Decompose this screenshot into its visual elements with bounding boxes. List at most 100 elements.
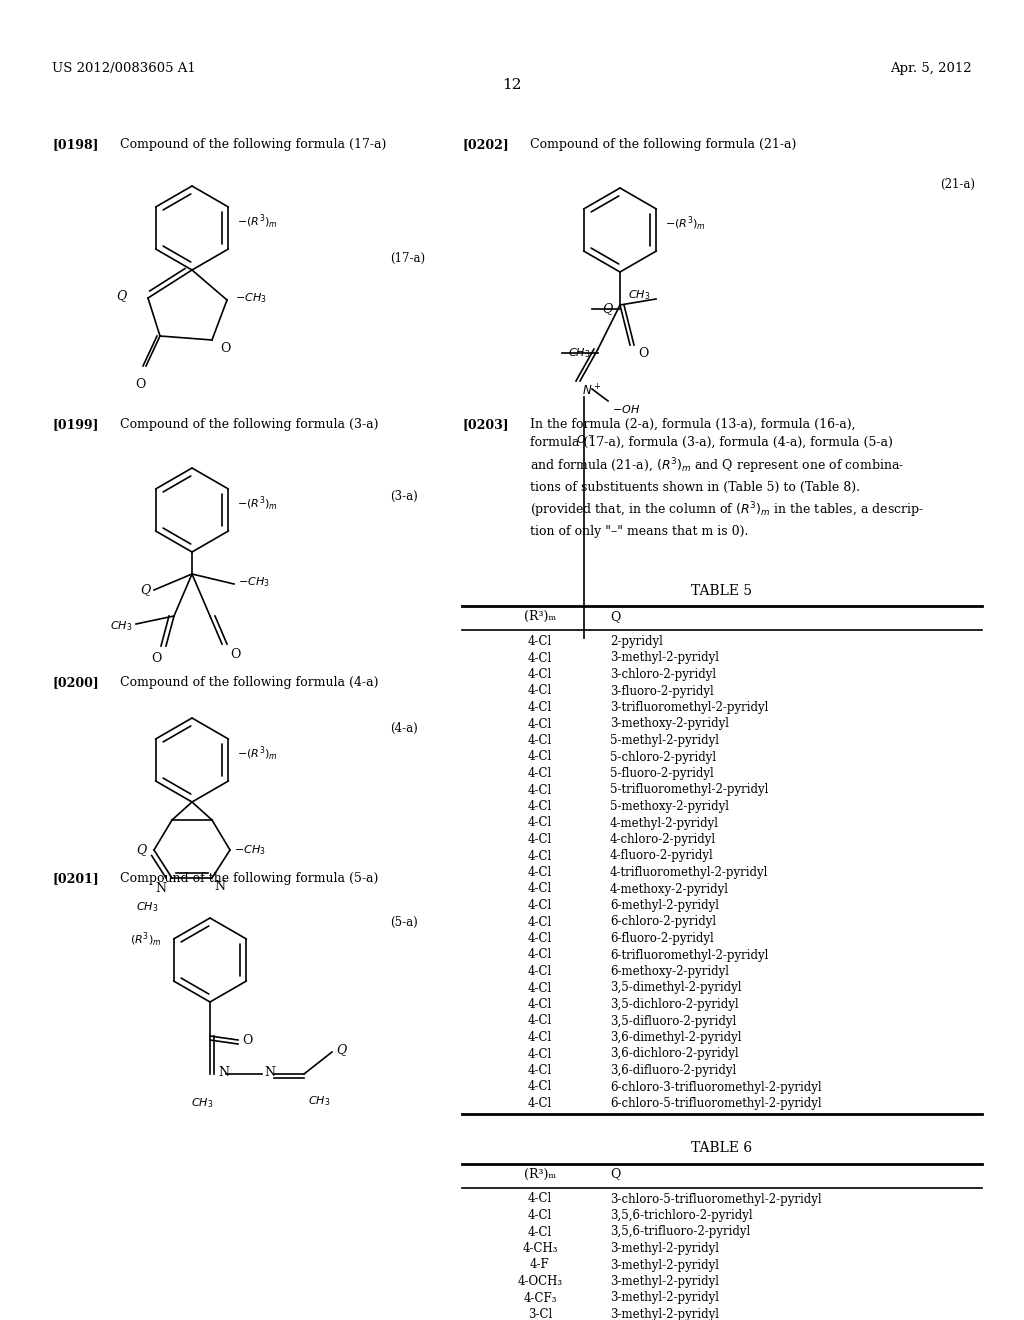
Text: 6-methyl-2-pyridyl: 6-methyl-2-pyridyl	[610, 899, 719, 912]
Text: 3-methyl-2-pyridyl: 3-methyl-2-pyridyl	[610, 1275, 719, 1288]
Text: 4-methoxy-2-pyridyl: 4-methoxy-2-pyridyl	[610, 883, 729, 895]
Text: 6-trifluoromethyl-2-pyridyl: 6-trifluoromethyl-2-pyridyl	[610, 949, 768, 961]
Text: 3,6-difluoro-2-pyridyl: 3,6-difluoro-2-pyridyl	[610, 1064, 736, 1077]
Text: 4-Cl: 4-Cl	[528, 1015, 552, 1027]
Text: $(R^3)_m$: $(R^3)_m$	[130, 931, 162, 949]
Text: Q: Q	[336, 1044, 346, 1056]
Text: $-(R^3)_m$: $-(R^3)_m$	[665, 215, 706, 234]
Text: 3,5-difluoro-2-pyridyl: 3,5-difluoro-2-pyridyl	[610, 1015, 736, 1027]
Text: 4-F: 4-F	[530, 1258, 550, 1271]
Text: 6-chloro-3-trifluoromethyl-2-pyridyl: 6-chloro-3-trifluoromethyl-2-pyridyl	[610, 1081, 821, 1093]
Text: 4-Cl: 4-Cl	[528, 932, 552, 945]
Text: 3-chloro-2-pyridyl: 3-chloro-2-pyridyl	[610, 668, 716, 681]
Text: 4-Cl: 4-Cl	[528, 800, 552, 813]
Text: 6-methoxy-2-pyridyl: 6-methoxy-2-pyridyl	[610, 965, 729, 978]
Text: 5-methyl-2-pyridyl: 5-methyl-2-pyridyl	[610, 734, 719, 747]
Text: Compound of the following formula (5-a): Compound of the following formula (5-a)	[120, 873, 379, 884]
Text: 3-methoxy-2-pyridyl: 3-methoxy-2-pyridyl	[610, 718, 729, 730]
Text: 5-chloro-2-pyridyl: 5-chloro-2-pyridyl	[610, 751, 716, 763]
Text: 4-Cl: 4-Cl	[528, 1225, 552, 1238]
Text: N: N	[214, 880, 225, 894]
Text: 4-chloro-2-pyridyl: 4-chloro-2-pyridyl	[610, 833, 716, 846]
Text: 3,5,6-trifluoro-2-pyridyl: 3,5,6-trifluoro-2-pyridyl	[610, 1225, 751, 1238]
Text: 12: 12	[502, 78, 522, 92]
Text: $CH_3$: $CH_3$	[110, 619, 132, 632]
Text: (5-a): (5-a)	[390, 916, 418, 929]
Text: 3-methyl-2-pyridyl: 3-methyl-2-pyridyl	[610, 1308, 719, 1320]
Text: (17-a): (17-a)	[390, 252, 425, 265]
Text: TABLE 5: TABLE 5	[691, 583, 753, 598]
Text: 6-chloro-2-pyridyl: 6-chloro-2-pyridyl	[610, 916, 716, 928]
Text: 4-Cl: 4-Cl	[528, 1081, 552, 1093]
Text: O: O	[638, 347, 648, 360]
Text: N: N	[155, 882, 166, 895]
Text: 4-Cl: 4-Cl	[528, 635, 552, 648]
Text: 6-fluoro-2-pyridyl: 6-fluoro-2-pyridyl	[610, 932, 714, 945]
Text: (R³)ₘ: (R³)ₘ	[524, 610, 556, 623]
Text: 4-CH₃: 4-CH₃	[522, 1242, 558, 1255]
Text: 4-Cl: 4-Cl	[528, 916, 552, 928]
Text: $-(R^3)_m$: $-(R^3)_m$	[237, 495, 278, 513]
Text: $-CH_3$: $-CH_3$	[234, 292, 266, 305]
Text: Compound of the following formula (21-a): Compound of the following formula (21-a)	[530, 139, 797, 150]
Text: [0200]: [0200]	[52, 676, 98, 689]
Text: (3-a): (3-a)	[390, 490, 418, 503]
Text: $-CH_3$: $-CH_3$	[234, 843, 265, 857]
Text: 4-Cl: 4-Cl	[528, 652, 552, 664]
Text: $O^-$: $O^-$	[575, 433, 595, 445]
Text: $-(R^3)_m$: $-(R^3)_m$	[237, 744, 278, 763]
Text: 4-Cl: 4-Cl	[528, 751, 552, 763]
Text: 4-CF₃: 4-CF₃	[523, 1291, 557, 1304]
Text: 4-Cl: 4-Cl	[528, 1031, 552, 1044]
Text: 4-Cl: 4-Cl	[528, 1048, 552, 1060]
Text: 3-Cl: 3-Cl	[528, 1308, 552, 1320]
Text: Compound of the following formula (4-a): Compound of the following formula (4-a)	[120, 676, 379, 689]
Text: 4-OCH₃: 4-OCH₃	[517, 1275, 562, 1288]
Text: $CH_3$: $CH_3$	[628, 288, 650, 302]
Text: 4-Cl: 4-Cl	[528, 833, 552, 846]
Text: Compound of the following formula (17-a): Compound of the following formula (17-a)	[120, 139, 386, 150]
Text: 4-trifluoromethyl-2-pyridyl: 4-trifluoromethyl-2-pyridyl	[610, 866, 768, 879]
Text: O: O	[230, 648, 241, 661]
Text: 4-Cl: 4-Cl	[528, 1192, 552, 1205]
Text: 4-Cl: 4-Cl	[528, 998, 552, 1011]
Text: $CH_3$: $CH_3$	[308, 1094, 331, 1107]
Text: 3-methyl-2-pyridyl: 3-methyl-2-pyridyl	[610, 1258, 719, 1271]
Text: [0199]: [0199]	[52, 418, 98, 432]
Text: O: O	[242, 1034, 252, 1047]
Text: Q: Q	[136, 843, 146, 857]
Text: (4-a): (4-a)	[390, 722, 418, 735]
Text: 4-Cl: 4-Cl	[528, 817, 552, 829]
Text: [0201]: [0201]	[52, 873, 98, 884]
Text: 4-Cl: 4-Cl	[528, 883, 552, 895]
Text: In the formula (2-a), formula (13-a), formula (16-a),
formula (17-a), formula (3: In the formula (2-a), formula (13-a), fo…	[530, 418, 924, 539]
Text: Q: Q	[610, 610, 621, 623]
Text: 3-chloro-5-trifluoromethyl-2-pyridyl: 3-chloro-5-trifluoromethyl-2-pyridyl	[610, 1192, 821, 1205]
Text: 2-pyridyl: 2-pyridyl	[610, 635, 663, 648]
Text: 4-Cl: 4-Cl	[528, 899, 552, 912]
Text: $CH_3$: $CH_3$	[567, 346, 590, 360]
Text: N: N	[218, 1065, 229, 1078]
Text: $CH_3$: $CH_3$	[135, 900, 158, 913]
Text: 4-Cl: 4-Cl	[528, 718, 552, 730]
Text: 4-Cl: 4-Cl	[528, 767, 552, 780]
Text: 4-Cl: 4-Cl	[528, 1209, 552, 1222]
Text: 4-Cl: 4-Cl	[528, 685, 552, 697]
Text: 3,6-dimethyl-2-pyridyl: 3,6-dimethyl-2-pyridyl	[610, 1031, 741, 1044]
Text: 3,5-dichloro-2-pyridyl: 3,5-dichloro-2-pyridyl	[610, 998, 738, 1011]
Text: 4-Cl: 4-Cl	[528, 668, 552, 681]
Text: (21-a): (21-a)	[940, 178, 975, 191]
Text: 4-Cl: 4-Cl	[528, 850, 552, 862]
Text: 3,5,6-trichloro-2-pyridyl: 3,5,6-trichloro-2-pyridyl	[610, 1209, 753, 1222]
Text: 4-Cl: 4-Cl	[528, 1097, 552, 1110]
Text: 4-Cl: 4-Cl	[528, 734, 552, 747]
Text: O: O	[151, 652, 161, 665]
Text: 3,6-dichloro-2-pyridyl: 3,6-dichloro-2-pyridyl	[610, 1048, 738, 1060]
Text: [0198]: [0198]	[52, 139, 98, 150]
Text: 3,5-dimethyl-2-pyridyl: 3,5-dimethyl-2-pyridyl	[610, 982, 741, 994]
Text: Q: Q	[610, 1167, 621, 1180]
Text: 3-methyl-2-pyridyl: 3-methyl-2-pyridyl	[610, 1242, 719, 1255]
Text: 4-fluoro-2-pyridyl: 4-fluoro-2-pyridyl	[610, 850, 714, 862]
Text: $-(R^3)_m$: $-(R^3)_m$	[237, 213, 278, 231]
Text: $-CH_3$: $-CH_3$	[238, 576, 269, 589]
